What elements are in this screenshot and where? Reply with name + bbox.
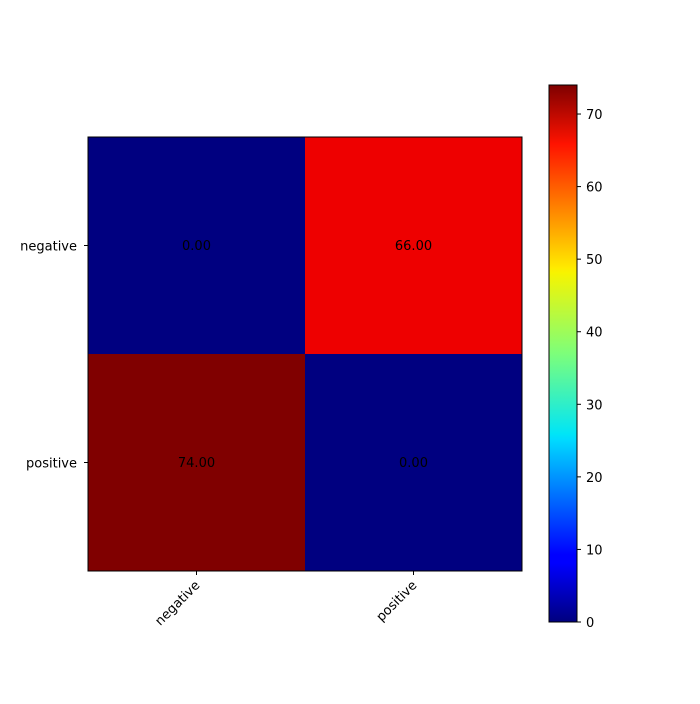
- x-tick-label-positive: positive: [374, 578, 421, 625]
- cell-value-label-positive-positive: 0.00: [399, 456, 428, 471]
- heatmap-frame: [87, 136, 523, 572]
- heatmap-area: 0.00 66.00 74.00 0.00 negative positive negati…: [20, 136, 523, 629]
- cell-value-label-negative-positive: 66.00: [395, 239, 432, 254]
- colorbar-tick-label-20: 20: [586, 471, 603, 486]
- colorbar-tick-label-40: 40: [586, 326, 603, 341]
- colorbar-tick-label-10: 10: [586, 543, 603, 558]
- colorbar-gradient: [549, 85, 577, 622]
- x-tick-label-negative: negative: [153, 578, 204, 629]
- cell-value-label-negative-negative: 0.00: [182, 239, 211, 254]
- cell-value-label-positive-negative: 74.00: [178, 456, 215, 471]
- y-tick-label-positive: positive: [26, 457, 77, 472]
- heatmap-cell-negative-negative: [88, 137, 305, 354]
- colorbar-tick-label-30: 30: [586, 398, 603, 413]
- colorbar-tick-label-60: 60: [586, 181, 603, 196]
- y-tick-label-negative: negative: [20, 240, 77, 255]
- heatmap-cell-positive-negative: [88, 354, 305, 571]
- colorbar-tick-label-0: 0: [586, 616, 594, 631]
- colorbar-frame: [548, 84, 578, 623]
- colorbar-tick-label-50: 50: [586, 253, 603, 268]
- heatmap-cell-positive-positive: [305, 354, 522, 571]
- colorbar-tick-label-70: 70: [586, 108, 603, 123]
- colorbar: 0 10 20 30 40 50 60 70: [548, 84, 603, 631]
- heatmap-cell-negative-positive: [305, 137, 522, 354]
